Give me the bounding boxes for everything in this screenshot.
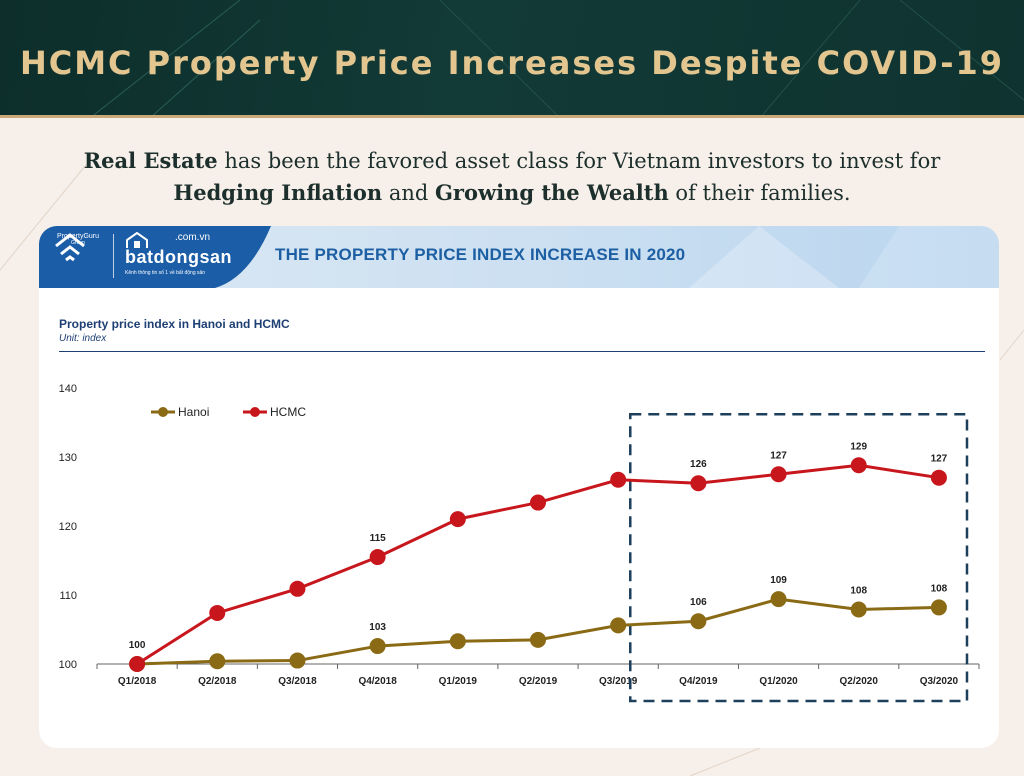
data-point-hcmc	[690, 475, 707, 492]
data-point-hcmc	[209, 604, 226, 621]
x-tick-label: Q4/2019	[679, 676, 718, 687]
card-heading: THE PROPERTY PRICE INDEX INCREASE IN 202…	[275, 245, 686, 264]
x-tick-label: Q1/2020	[759, 676, 798, 687]
series-line-hanoi	[137, 597, 939, 666]
data-label-hcmc: 127	[931, 454, 948, 465]
line-chart: 100 110 120 130 140 Q1/2018 Q2/2018 Q3/2018 Q4/2…	[59, 383, 980, 703]
x-tick-label: Q2/2018	[198, 676, 237, 687]
y-tick-label: 100	[59, 659, 77, 671]
intro-line2: of their families.	[668, 181, 851, 205]
card-header-graphic	[39, 226, 999, 288]
x-tick-label: Q3/2020	[920, 676, 959, 687]
data-point-hcmc	[930, 469, 947, 486]
data-label-hcmc: 126	[690, 459, 707, 470]
y-tick-label: 120	[59, 521, 77, 533]
house-icon	[126, 232, 148, 248]
y-tick-label: 110	[59, 590, 77, 602]
intro-text: Real Estate has been the favored asset c…	[0, 145, 1024, 209]
x-tick-label: Q1/2018	[118, 676, 157, 687]
x-tick-label: Q1/2019	[439, 676, 478, 687]
data-point-hanoi	[289, 652, 306, 669]
propertyguru-name: PropertyGuru	[56, 233, 100, 240]
legend-label: Hanoi	[178, 405, 209, 419]
x-tick-label: Q2/2019	[519, 676, 558, 687]
data-point-hanoi	[930, 599, 947, 616]
intro-connector: and	[382, 181, 435, 205]
intro-line1: has been the favored asset class for Vie…	[217, 149, 941, 173]
y-tick-label: 140	[59, 383, 77, 395]
legend-swatch-marker	[250, 407, 260, 417]
x-tick-label: Q4/2018	[358, 676, 397, 687]
chart-title-rule	[59, 351, 985, 352]
y-tick-label: 130	[59, 452, 77, 464]
chart-card: PropertyGuru Group .com.vn batdongsan Kê…	[39, 226, 999, 748]
top-banner: HCMC Property Price Increases Despite CO…	[0, 0, 1024, 118]
x-tick-label: Q3/2018	[278, 676, 317, 687]
data-point-hcmc	[369, 549, 386, 566]
data-label-hcmc: 100	[129, 640, 146, 651]
data-point-hcmc	[850, 457, 867, 474]
card-header: PropertyGuru Group .com.vn batdongsan Kê…	[39, 226, 999, 288]
data-point-hanoi	[850, 601, 867, 618]
data-label-hanoi: 109	[770, 575, 787, 586]
propertyguru-mark-icon	[55, 233, 85, 262]
data-label-hanoi: 106	[690, 597, 707, 608]
chart-title: Property price index in Hanoi and HCMC	[59, 317, 290, 331]
intro-highlight-wealth: Growing the Wealth	[435, 180, 669, 205]
data-label-hanoi: 108	[931, 583, 948, 594]
legend-label: HCMC	[270, 405, 306, 419]
data-point-hcmc	[770, 466, 787, 483]
data-point-hanoi	[369, 638, 386, 655]
data-point-hcmc	[610, 471, 627, 488]
x-tick-label: Q2/2020	[840, 676, 879, 687]
legend-swatch-marker	[158, 407, 168, 417]
data-point-hanoi	[770, 591, 787, 608]
data-label-hcmc: 129	[850, 441, 867, 452]
chart-unit: Unit: index	[59, 333, 107, 344]
data-label-hanoi: 103	[369, 622, 386, 633]
x-tick-label: Q3/2019	[599, 676, 638, 687]
intro-highlight-inflation: Hedging Inflation	[173, 180, 383, 205]
data-point-hanoi	[690, 613, 707, 630]
batdongsan-name: batdongsan	[125, 247, 232, 267]
data-label-hanoi: 108	[850, 585, 867, 596]
data-point-hanoi	[209, 653, 226, 670]
propertyguru-logo: PropertyGuru Group	[53, 232, 103, 262]
intro-highlight-real-estate: Real Estate	[83, 148, 218, 173]
data-label-hcmc: 127	[770, 450, 787, 461]
logo-divider	[113, 234, 114, 278]
banner-decoration	[93, 0, 1024, 115]
data-point-hanoi	[610, 617, 627, 634]
data-point-hanoi	[530, 631, 546, 648]
data-point-hcmc	[129, 656, 146, 672]
batdongsan-tagline: Kênh thông tin số 1 về bất động sản	[125, 270, 206, 276]
data-point-hcmc	[289, 580, 306, 597]
data-point-hcmc	[449, 511, 466, 528]
data-point-hanoi	[449, 633, 466, 650]
data-point-hcmc	[530, 494, 546, 511]
data-label-hcmc: 115	[370, 533, 387, 544]
page-title: HCMC Property Price Increases Despite CO…	[19, 44, 1005, 82]
highlight-box	[629, 412, 969, 703]
batdongsan-domain: .com.vn	[175, 232, 211, 243]
